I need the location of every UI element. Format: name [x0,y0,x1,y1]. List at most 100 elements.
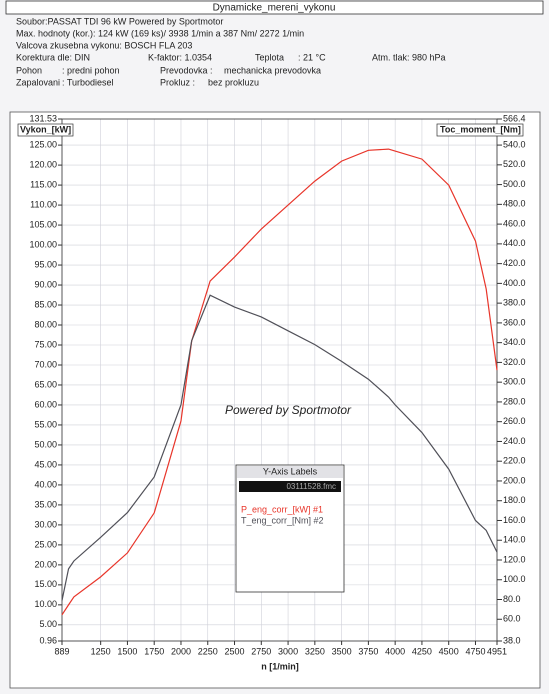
legend-label: T_eng_corr_[Nm] #2 [241,515,324,525]
x-tick-label: 2250 [198,646,218,656]
y-tick-label: 5.00 [39,619,57,629]
y2-tick-label: 100.0 [503,574,526,584]
chart-frame [9,111,541,689]
y2-tick-label: 500.0 [503,179,526,189]
info-line: Prokluz : [160,77,195,87]
y-tick-label: 120.00 [29,159,57,169]
legend-label: P_eng_corr_[kW] #1 [241,504,323,514]
y2-tick-label: 160.0 [503,515,526,525]
y2-tick-label: 360.0 [503,317,526,327]
y2-tick-label: 340.0 [503,337,526,347]
y2-tick-label: 200.0 [503,475,526,485]
y2-tick-label: 240.0 [503,436,526,446]
y2-tick-label: 80.0 [503,594,521,604]
x-tick-label: 4000 [385,646,405,656]
y-tick-label: 95.00 [34,259,57,269]
y2-tick-label: 180.0 [503,495,526,505]
y-tick-label: 60.00 [34,399,57,409]
x-tick-label: 1750 [144,646,164,656]
y-label-box [17,123,74,137]
title: Dynamicke_mereni_vykonu [213,3,336,14]
info-line: Prevodovka : [160,65,213,75]
info-line: Teplota [255,52,284,62]
y2-tick-label: 260.0 [503,416,526,426]
y-tick-label: 115.00 [30,179,57,189]
y2-tick-label: 120.0 [503,554,526,564]
y-tick-label: 65.00 [34,379,57,389]
info-line: : predni pohon [62,65,120,75]
y-tick-label: 85.00 [34,299,57,309]
y-tick-label: 35.00 [34,499,57,509]
x-tick-label: 3750 [358,646,378,656]
y-tick-label: 30.00 [34,519,57,529]
series-line [61,148,498,616]
y-tick-label: 105.00 [29,219,57,229]
y-tick-label: 131.53 [29,113,57,123]
y2-tick-label: 140.0 [503,535,526,545]
y-tick-label: 100.00 [29,239,57,249]
y-tick-label: 50.00 [34,439,57,449]
info-line: K-faktor: 1.0354 [148,52,212,62]
info-line: Valcova zkusebna vykonu: BOSCH FLA 203 [16,40,192,50]
y-tick-label: 20.00 [34,559,57,569]
y-tick-label: 80.00 [34,319,57,329]
y-tick-label: 40.00 [34,479,57,489]
x-axis-label: n [1/min] [261,661,299,671]
y2-tick-label: 320.0 [503,357,526,367]
x-tick-label: 2000 [171,646,191,656]
info-line: : 21 °C [298,52,326,62]
y2-tick-label: 300.0 [503,377,526,387]
info-line: Korektura dle: DIN [16,52,90,62]
y2-tick-label: 400.0 [503,278,526,288]
x-tick-label: 4500 [439,646,459,656]
y-tick-label: 15.00 [34,579,57,589]
x-tick-label: 4750 [465,646,485,656]
info-line: : Turbodiesel [62,77,114,87]
x-tick-label: 2500 [225,646,245,656]
y2-tick-label: 38.0 [503,635,521,645]
y-tick-label: 90.00 [34,279,57,289]
x-tick-label: 4951 [487,646,507,656]
y-tick-label: 10.00 [34,599,57,609]
y-tick-label: 0.96 [39,635,57,645]
y2-label-box [436,123,524,137]
x-tick-label: 889 [54,646,69,656]
info-line: Atm. tlak: 980 hPa [372,52,446,62]
y2-tick-label: 420.0 [503,258,526,268]
x-tick-label: 4250 [412,646,432,656]
y-tick-label: 45.00 [34,459,57,469]
y2-tick-label: 520.0 [503,159,526,169]
y2-tick-label: 566.4 [503,113,526,123]
y-axis-label: Vykon_[kW] [20,124,71,134]
x-tick-label: 1250 [91,646,111,656]
x-tick-label: 3250 [305,646,325,656]
y2-tick-label: 380.0 [503,298,526,308]
legend-file-bar [239,481,341,492]
y-tick-label: 70.00 [34,359,57,369]
info-line: bez prokluzu [208,77,259,87]
info-line: Pohon [16,65,42,75]
y2-tick-label: 220.0 [503,456,526,466]
x-tick-label: 1500 [117,646,137,656]
legend-file: 03111528.fmc [286,482,336,491]
y-tick-label: 125.00 [29,139,57,149]
title-bar [5,0,544,15]
x-tick-label: 3000 [278,646,298,656]
y2-axis-label: Toc_moment_[Nm] [440,124,521,134]
info-line: Max. hodnoty (kor.): 124 kW (169 ks)/ 39… [16,28,304,38]
info-line: Zapalovani [16,77,60,87]
y2-tick-label: 440.0 [503,238,526,248]
watermark: Powered by Sportmotor [225,403,352,417]
legend-title: Y-Axis Labels [263,466,318,476]
y-tick-label: 110.00 [30,199,57,209]
y-tick-label: 25.00 [34,539,57,549]
y2-tick-label: 60.0 [503,614,521,624]
y2-tick-label: 460.0 [503,218,526,228]
y2-tick-label: 280.0 [503,396,526,406]
y2-tick-label: 480.0 [503,199,526,209]
y2-tick-label: 540.0 [503,139,526,149]
y-tick-label: 75.00 [34,339,57,349]
info-line: Soubor:PASSAT TDI 96 kW Powered by Sport… [16,16,223,26]
plot-border [61,118,498,642]
